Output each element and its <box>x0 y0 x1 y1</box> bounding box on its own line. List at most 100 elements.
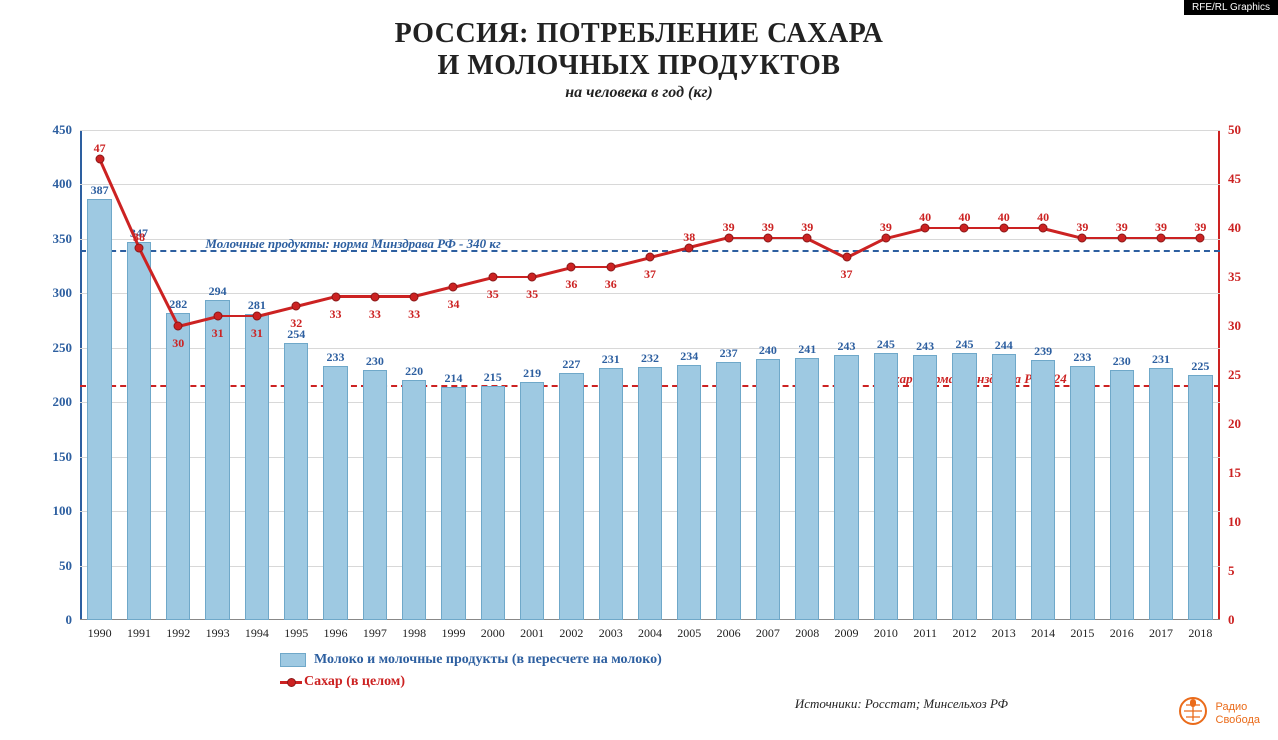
line-point <box>410 292 419 301</box>
bar <box>166 313 190 620</box>
y-left-tick: 50 <box>36 558 72 574</box>
bar <box>677 365 701 620</box>
bar-value-label: 215 <box>484 370 502 385</box>
bar <box>874 353 898 620</box>
y-right-tick: 10 <box>1228 514 1264 530</box>
line-segment <box>846 237 886 259</box>
line-value-label: 47 <box>94 141 106 156</box>
line-value-label: 37 <box>644 267 656 282</box>
x-tick-label: 1998 <box>402 626 426 641</box>
line-value-label: 39 <box>1194 220 1206 235</box>
plot: 0501001502002503003504004500510152025303… <box>80 130 1220 620</box>
line-segment <box>1082 237 1121 240</box>
bar <box>402 380 426 620</box>
line-segment <box>1004 227 1043 230</box>
bar-value-label: 241 <box>798 342 816 357</box>
line-point <box>567 263 576 272</box>
y-right-tick: 15 <box>1228 465 1264 481</box>
bar-value-label: 294 <box>209 284 227 299</box>
line-value-label: 38 <box>683 230 695 245</box>
y-left-tick: 100 <box>36 503 72 519</box>
line-value-label: 39 <box>801 220 813 235</box>
bar <box>481 386 505 620</box>
line-point <box>528 273 537 282</box>
bar-value-label: 232 <box>641 351 659 366</box>
line-segment <box>1161 237 1200 240</box>
bar <box>795 358 819 620</box>
bar-value-label: 387 <box>91 183 109 198</box>
bar-value-label: 225 <box>1191 359 1209 374</box>
bar <box>992 354 1016 620</box>
bar-value-label: 231 <box>1152 352 1170 367</box>
line-segment <box>571 266 610 269</box>
line-value-label: 35 <box>526 287 538 302</box>
line-point <box>449 282 458 291</box>
bar-value-label: 231 <box>602 352 620 367</box>
legend-line-label: Сахар (в целом) <box>304 674 405 690</box>
y-left-tick: 0 <box>36 612 72 628</box>
line-value-label: 31 <box>212 326 224 341</box>
x-tick-label: 1991 <box>127 626 151 641</box>
line-point <box>488 273 497 282</box>
bar <box>834 355 858 620</box>
bar <box>756 359 780 620</box>
x-tick-label: 2002 <box>559 626 583 641</box>
bar <box>520 382 544 620</box>
bar-value-label: 219 <box>523 366 541 381</box>
gridline <box>80 184 1220 185</box>
x-tick-label: 2016 <box>1110 626 1134 641</box>
x-tick-label: 2005 <box>677 626 701 641</box>
bar <box>599 368 623 620</box>
line-segment <box>729 237 768 240</box>
line-point <box>370 292 379 301</box>
bar <box>284 343 308 620</box>
y-right-tick: 5 <box>1228 563 1264 579</box>
gridline <box>80 293 1220 294</box>
x-tick-label: 1995 <box>284 626 308 641</box>
bar-value-label: 233 <box>1073 350 1091 365</box>
line-point <box>174 322 183 331</box>
bar <box>1070 366 1094 620</box>
y-left-tick: 450 <box>36 122 72 138</box>
line-segment <box>768 237 807 240</box>
x-tick-label: 2006 <box>717 626 741 641</box>
x-tick-label: 1997 <box>363 626 387 641</box>
x-tick-label: 2010 <box>874 626 898 641</box>
y-right-tick: 25 <box>1228 367 1264 383</box>
brand-text: РадиоСвобода <box>1216 701 1261 725</box>
bar <box>127 242 151 620</box>
bar-value-label: 237 <box>720 346 738 361</box>
line-segment <box>1122 237 1161 240</box>
top-bar-credit: RFE/RL Graphics <box>1184 0 1278 15</box>
bar <box>1110 370 1134 620</box>
y-left-tick: 150 <box>36 449 72 465</box>
line-value-label: 33 <box>408 307 420 322</box>
line-point <box>252 312 261 321</box>
line-value-label: 39 <box>1155 220 1167 235</box>
legend-bar-row: Молоко и молочные продукты (в пересчете … <box>280 652 662 668</box>
x-tick-label: 2007 <box>756 626 780 641</box>
line-value-label: 40 <box>998 210 1010 225</box>
brand-block: РадиоСвобода <box>1179 697 1260 730</box>
bar-value-label: 220 <box>405 364 423 379</box>
line-value-label: 33 <box>369 307 381 322</box>
line-value-label: 30 <box>172 336 184 351</box>
bar <box>638 367 662 620</box>
bar-value-label: 227 <box>562 357 580 372</box>
bar <box>363 370 387 620</box>
title-block: РОССИЯ: ПОТРЕБЛЕНИЕ САХАРА И МОЛОЧНЫХ ПР… <box>0 0 1278 102</box>
x-tick-label: 2004 <box>638 626 662 641</box>
line-value-label: 39 <box>880 220 892 235</box>
line-value-label: 39 <box>1116 220 1128 235</box>
legend-bar-swatch <box>280 653 306 667</box>
bar-value-label: 239 <box>1034 344 1052 359</box>
bar-value-label: 245 <box>955 337 973 352</box>
bar-value-label: 245 <box>877 337 895 352</box>
line-value-label: 33 <box>330 307 342 322</box>
y-right-tick: 0 <box>1228 612 1264 628</box>
chart-area: 0501001502002503003504004500510152025303… <box>80 130 1220 620</box>
line-point <box>331 292 340 301</box>
x-tick-label: 2009 <box>835 626 859 641</box>
bar <box>559 373 583 620</box>
x-tick-label: 1994 <box>245 626 269 641</box>
